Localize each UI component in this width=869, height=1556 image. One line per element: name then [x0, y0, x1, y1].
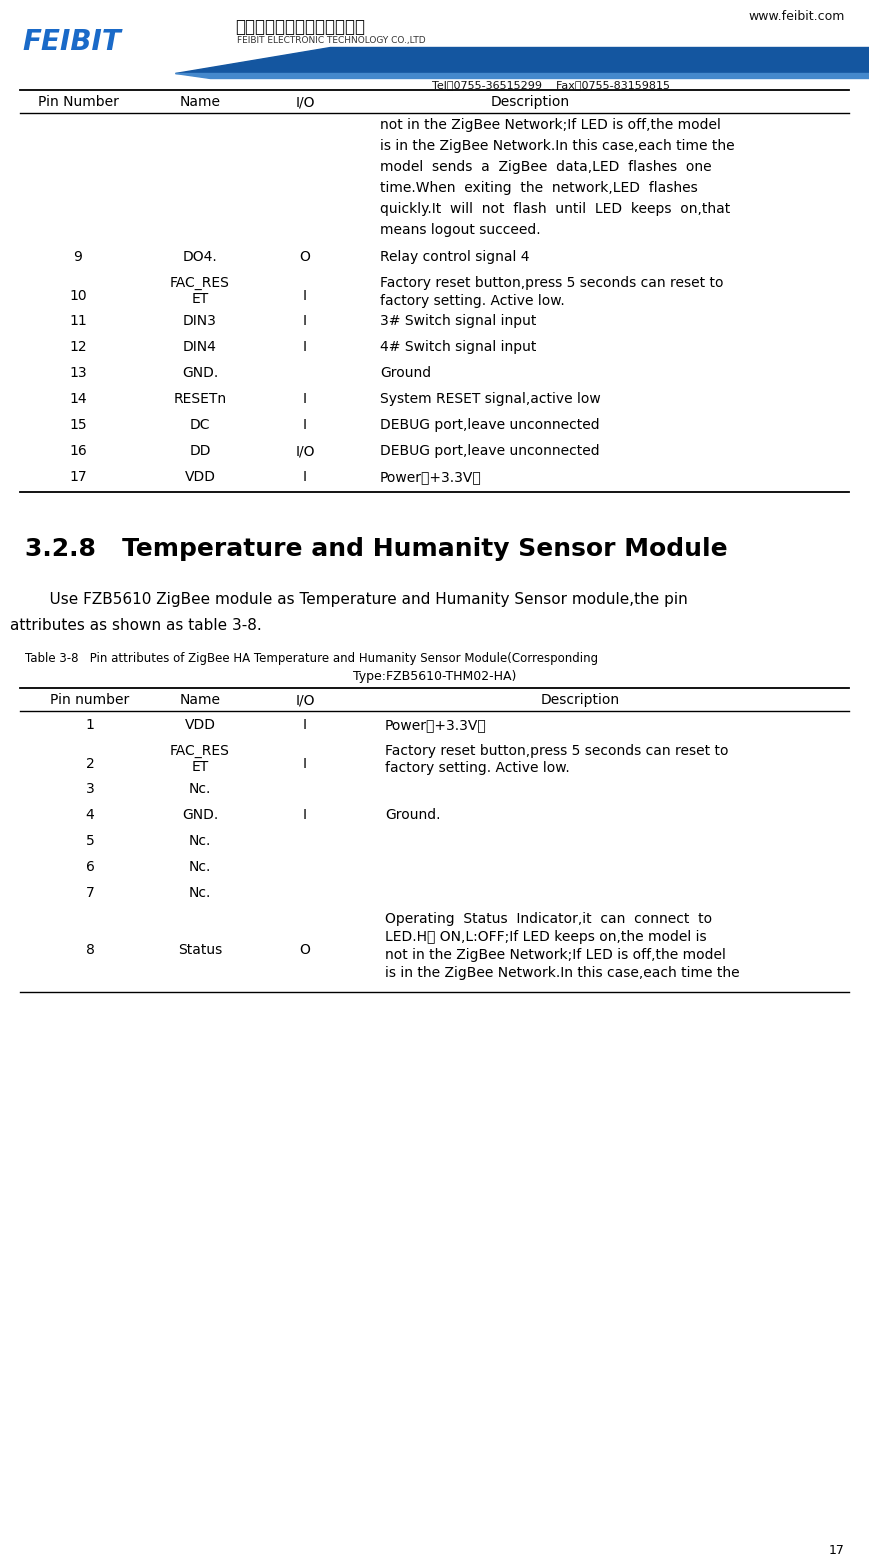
- Text: I: I: [303, 808, 307, 822]
- Text: I/O: I/O: [295, 443, 315, 457]
- Text: Name: Name: [180, 95, 221, 109]
- Text: 4# Switch signal input: 4# Switch signal input: [380, 341, 536, 355]
- Text: I: I: [303, 758, 307, 772]
- Text: Power（+3.3V）: Power（+3.3V）: [385, 717, 487, 731]
- Text: Factory reset button,press 5 seconds can reset to: Factory reset button,press 5 seconds can…: [380, 275, 724, 289]
- Text: 10: 10: [70, 289, 87, 303]
- Text: 4: 4: [86, 808, 95, 822]
- Text: I: I: [303, 314, 307, 328]
- Text: 6: 6: [85, 860, 95, 874]
- Text: FEIBIT: FEIBIT: [22, 28, 121, 56]
- Text: 5: 5: [86, 834, 95, 848]
- Text: VDD: VDD: [184, 717, 216, 731]
- Text: I/O: I/O: [295, 95, 315, 109]
- Text: Relay control signal 4: Relay control signal 4: [380, 251, 529, 265]
- Bar: [0, 0, 869, 90]
- Text: Status: Status: [178, 943, 222, 957]
- Text: 17: 17: [70, 470, 87, 484]
- Text: I: I: [303, 470, 307, 484]
- Text: Tel：0755-36515299    Fax：0755-83159815: Tel：0755-36515299 Fax：0755-83159815: [432, 79, 670, 90]
- Text: FEIBIT ELECTRONIC TECHNOLOGY CO.,LTD: FEIBIT ELECTRONIC TECHNOLOGY CO.,LTD: [237, 36, 426, 45]
- Text: model  sends  a  ZigBee  data,LED  flashes  one: model sends a ZigBee data,LED flashes on…: [380, 160, 712, 174]
- Text: FAC_RES: FAC_RES: [170, 275, 230, 289]
- Text: 14: 14: [70, 392, 87, 406]
- Text: I: I: [303, 419, 307, 433]
- Text: I/O: I/O: [295, 692, 315, 706]
- Text: ET: ET: [191, 759, 209, 773]
- Text: is in the ZigBee Network.In this case,each time the: is in the ZigBee Network.In this case,ea…: [385, 966, 740, 980]
- Text: ET: ET: [191, 293, 209, 307]
- Text: not in the ZigBee Network;If LED is off,the model: not in the ZigBee Network;If LED is off,…: [380, 118, 721, 132]
- Text: 3# Switch signal input: 3# Switch signal input: [380, 314, 536, 328]
- Text: Nc.: Nc.: [189, 885, 211, 899]
- Text: Operating  Status  Indicator,it  can  connect  to: Operating Status Indicator,it can connec…: [385, 912, 712, 926]
- Polygon shape: [175, 73, 869, 78]
- Text: www.feibit.com: www.feibit.com: [748, 9, 845, 23]
- Text: DEBUG port,leave unconnected: DEBUG port,leave unconnected: [380, 443, 600, 457]
- Text: quickly.It  will  not  flash  until  LED  keeps  on,that: quickly.It will not flash until LED keep…: [380, 202, 730, 216]
- Text: I: I: [303, 392, 307, 406]
- Text: means logout succeed.: means logout succeed.: [380, 223, 541, 237]
- Text: LED.H： ON,L:OFF;If LED keeps on,the model is: LED.H： ON,L:OFF;If LED keeps on,the mode…: [385, 930, 706, 944]
- Text: O: O: [300, 251, 310, 265]
- Text: Nc.: Nc.: [189, 783, 211, 797]
- Text: DEBUG port,leave unconnected: DEBUG port,leave unconnected: [380, 419, 600, 433]
- Text: 2: 2: [86, 758, 95, 772]
- Text: System RESET signal,active low: System RESET signal,active low: [380, 392, 600, 406]
- Text: 13: 13: [70, 366, 87, 380]
- Text: DC: DC: [189, 419, 210, 433]
- Text: 9: 9: [74, 251, 83, 265]
- Text: Pin number: Pin number: [50, 692, 129, 706]
- Polygon shape: [175, 47, 869, 73]
- Text: is in the ZigBee Network.In this case,each time the: is in the ZigBee Network.In this case,ea…: [380, 138, 734, 152]
- Text: Nc.: Nc.: [189, 834, 211, 848]
- Text: O: O: [300, 943, 310, 957]
- Text: Ground: Ground: [380, 366, 431, 380]
- Text: not in the ZigBee Network;If LED is off,the model: not in the ZigBee Network;If LED is off,…: [385, 948, 726, 962]
- Text: 1: 1: [85, 717, 95, 731]
- Text: time.When  exiting  the  network,LED  flashes: time.When exiting the network,LED flashe…: [380, 180, 698, 194]
- Text: DO4.: DO4.: [182, 251, 217, 265]
- Text: 3: 3: [86, 783, 95, 797]
- Text: Nc.: Nc.: [189, 860, 211, 874]
- Text: Ground.: Ground.: [385, 808, 441, 822]
- Text: DIN3: DIN3: [183, 314, 217, 328]
- Text: 3.2.8   Temperature and Humanity Sensor Module: 3.2.8 Temperature and Humanity Sensor Mo…: [25, 537, 727, 562]
- Text: DD: DD: [189, 443, 211, 457]
- Text: 16: 16: [70, 443, 87, 457]
- Text: I: I: [303, 289, 307, 303]
- Text: GND.: GND.: [182, 808, 218, 822]
- Text: 15: 15: [70, 419, 87, 433]
- Text: 8: 8: [85, 943, 95, 957]
- Text: RESETn: RESETn: [174, 392, 227, 406]
- Text: DIN4: DIN4: [183, 341, 217, 355]
- Text: FAC_RES: FAC_RES: [170, 744, 230, 758]
- Text: VDD: VDD: [184, 470, 216, 484]
- Text: I: I: [303, 717, 307, 731]
- Text: Use FZB5610 ZigBee module as Temperature and Humanity Sensor module,the pin: Use FZB5610 ZigBee module as Temperature…: [30, 591, 687, 607]
- Text: Description: Description: [490, 95, 569, 109]
- Text: 12: 12: [70, 341, 87, 355]
- Text: Table 3-8   Pin attributes of ZigBee HA Temperature and Humanity Sensor Module(C: Table 3-8 Pin attributes of ZigBee HA Te…: [25, 652, 598, 664]
- Text: 7: 7: [86, 885, 95, 899]
- Text: 17: 17: [829, 1544, 845, 1556]
- Text: Description: Description: [541, 692, 620, 706]
- Text: GND.: GND.: [182, 366, 218, 380]
- Text: 深圳市飞比电子科技有限公司: 深圳市飞比电子科技有限公司: [235, 19, 365, 36]
- Text: Factory reset button,press 5 seconds can reset to: Factory reset button,press 5 seconds can…: [385, 744, 728, 758]
- Text: Type:FZB5610-THM02-HA): Type:FZB5610-THM02-HA): [353, 671, 516, 683]
- Text: Name: Name: [180, 692, 221, 706]
- Text: I: I: [303, 341, 307, 355]
- Text: factory setting. Active low.: factory setting. Active low.: [380, 294, 565, 308]
- Text: attributes as shown as table 3-8.: attributes as shown as table 3-8.: [10, 618, 262, 633]
- Text: factory setting. Active low.: factory setting. Active low.: [385, 761, 570, 775]
- Text: Power（+3.3V）: Power（+3.3V）: [380, 470, 481, 484]
- Text: 11: 11: [70, 314, 87, 328]
- Text: Pin Number: Pin Number: [37, 95, 118, 109]
